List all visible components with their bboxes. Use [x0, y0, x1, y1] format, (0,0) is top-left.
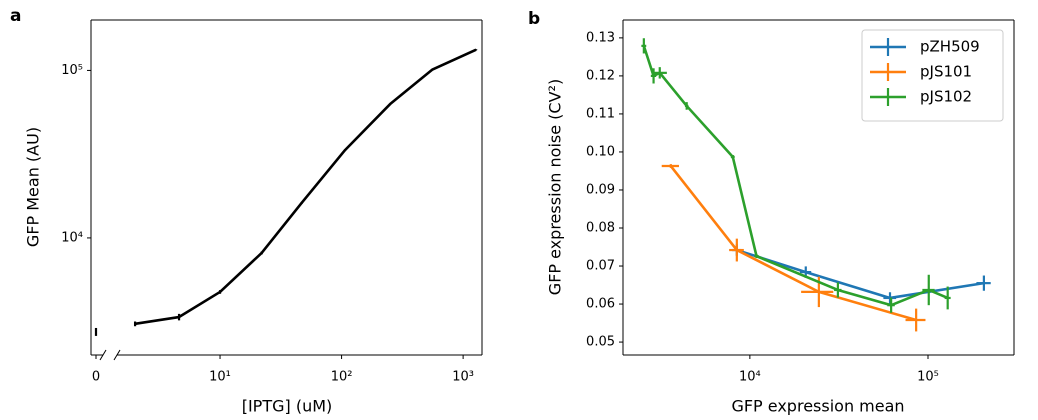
y-tick-label: 0.07 [586, 259, 615, 274]
legend-label: pJS102 [920, 88, 972, 106]
y-tick-label: 10⁵ [61, 63, 83, 78]
y-tick-label: 0.13 [586, 30, 615, 45]
x-tick-label: 10⁴ [739, 370, 761, 385]
y-tick-label: 0.11 [586, 106, 615, 121]
y-axis-label: GFP expression noise (CV²) [546, 79, 565, 295]
panel-label: a [10, 6, 21, 26]
x-tick-label: 10⁵ [917, 370, 939, 385]
y-tick-label: 0.12 [586, 68, 615, 83]
x-tick-label: 10³ [452, 370, 474, 385]
y-tick-label: 0.05 [586, 335, 615, 350]
y-axis-label: GFP Mean (AU) [24, 127, 43, 247]
y-tick-label: 0.06 [586, 297, 615, 312]
x-tick-label: 0 [92, 370, 100, 385]
x-axis-label: GFP expression mean [731, 397, 904, 416]
y-tick-label: 0.09 [586, 182, 615, 197]
axis-break [113, 349, 121, 361]
legend-label: pZH509 [920, 38, 980, 56]
panel-label: b [528, 9, 540, 29]
legend-label: pJS101 [920, 63, 972, 81]
x-axis-label: [IPTG] (uM) [242, 397, 333, 416]
y-tick-label: 0.08 [586, 220, 615, 235]
series-line [642, 45, 949, 307]
y-tick-label: 10⁴ [61, 230, 83, 245]
series-line [134, 48, 477, 326]
x-tick-label: 10¹ [209, 370, 231, 385]
x-tick-label: 10² [331, 370, 353, 385]
y-tick-label: 0.10 [586, 144, 615, 159]
series-line [669, 165, 917, 322]
axis-break [99, 349, 107, 361]
